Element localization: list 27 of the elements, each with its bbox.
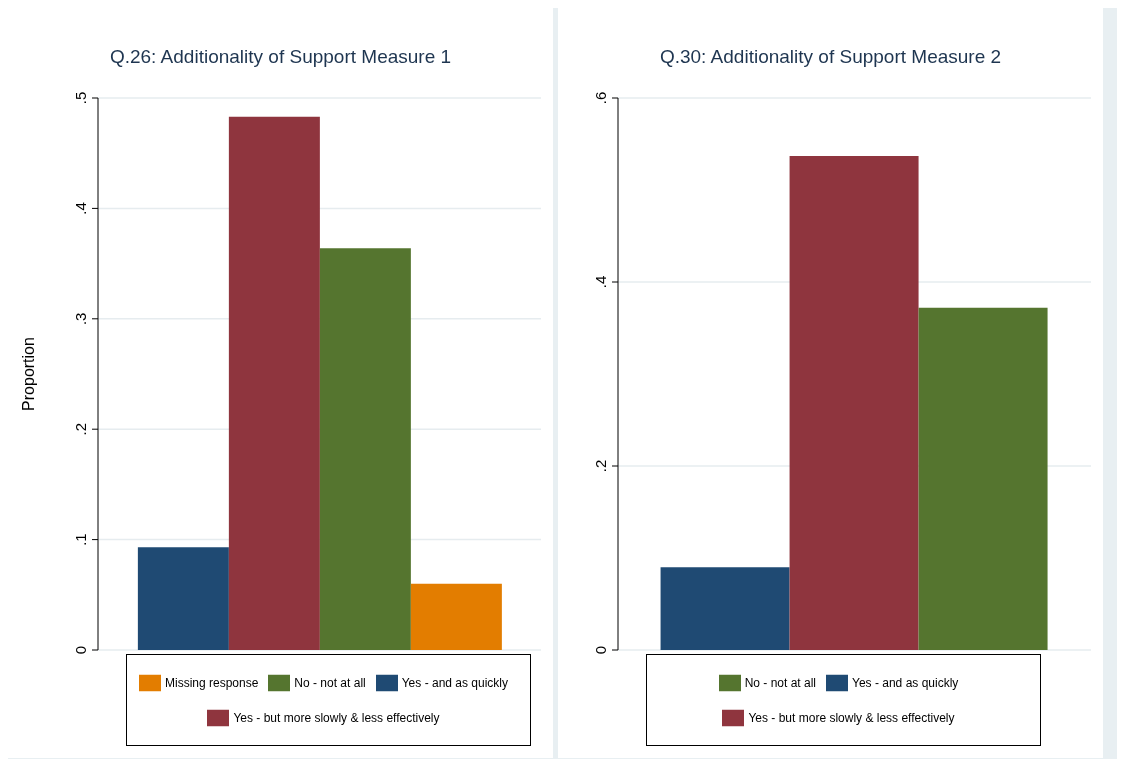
bar bbox=[660, 567, 790, 650]
legend-label: No - not at all bbox=[294, 676, 366, 690]
y-tick-label: 0 bbox=[592, 645, 609, 655]
legend-label: Missing response bbox=[164, 676, 259, 690]
y-tick-label: .4 bbox=[72, 202, 89, 215]
bar bbox=[228, 116, 320, 650]
legend-label: Yes - but more slowly & less effectively bbox=[748, 711, 955, 725]
bar bbox=[319, 248, 411, 650]
bar bbox=[410, 583, 502, 650]
y-tick-label: .2 bbox=[72, 422, 89, 436]
legend-label: Yes - but more slowly & less effectively bbox=[233, 711, 440, 725]
y-tick-label: .1 bbox=[72, 533, 89, 546]
bar bbox=[789, 155, 919, 650]
bar bbox=[918, 307, 1048, 650]
y-axis-title: Proportion bbox=[19, 337, 37, 411]
chart-title: Q.26: Additionality of Support Measure 1 bbox=[108, 45, 453, 69]
bar bbox=[137, 547, 229, 650]
y-tick-label: .6 bbox=[592, 91, 609, 105]
y-tick-label: .4 bbox=[592, 275, 609, 289]
y-tick-label: .5 bbox=[72, 91, 89, 105]
y-tick-label: .2 bbox=[592, 459, 609, 473]
legend-label: Yes - and as quickly bbox=[852, 676, 959, 690]
chart-title: Q.30: Additionality of Support Measure 2 bbox=[658, 45, 1003, 69]
y-tick-label: .3 bbox=[72, 312, 89, 326]
legend-label: Yes - and as quickly bbox=[401, 676, 509, 690]
y-tick-label: 0 bbox=[72, 645, 89, 655]
legend-label: No - not at all bbox=[744, 676, 817, 690]
